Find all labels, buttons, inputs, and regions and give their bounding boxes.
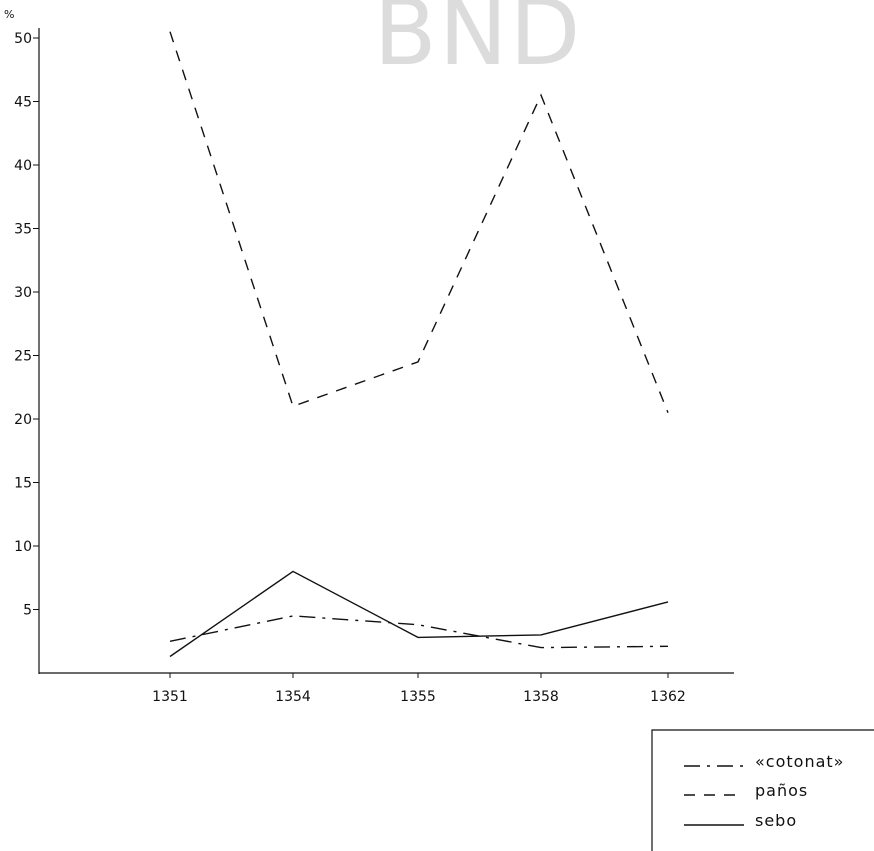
legend: «cotonat» paños sebo <box>651 729 874 851</box>
y-tick-label: 35 <box>14 222 32 238</box>
series-line-1 <box>169 31 669 413</box>
x-tick-label: 1351 <box>152 689 188 705</box>
y-tick-label: 5 <box>23 603 32 619</box>
y-axis-label: % <box>4 8 14 21</box>
y-tick-label: 50 <box>14 31 32 47</box>
x-tick-label: 1355 <box>400 689 436 705</box>
y-tick-label: 10 <box>14 539 32 555</box>
legend-label-2: sebo <box>755 811 797 830</box>
x-tick-label: 1354 <box>275 689 311 705</box>
axes: % <box>4 8 734 674</box>
y-axis-ticks: 5 10 15 20 25 30 35 40 45 50 <box>14 31 39 619</box>
legend-label-1: paños <box>755 781 808 800</box>
y-tick-label: 30 <box>14 285 32 301</box>
legend-frame <box>651 729 874 851</box>
y-tick-label: 40 <box>14 158 32 174</box>
watermark: BND <box>374 0 583 86</box>
x-tick-label: 1362 <box>650 689 686 705</box>
y-tick-label: 15 <box>14 476 32 492</box>
series-lines <box>169 31 669 658</box>
y-tick-label: 25 <box>14 349 32 365</box>
y-tick-label: 20 <box>14 412 32 428</box>
legend-label-0: «cotonat» <box>755 752 844 771</box>
series-line-2 <box>169 570 669 658</box>
x-tick-label: 1358 <box>523 689 559 705</box>
x-axis-ticks: 1351 1354 1355 1358 1362 <box>152 673 686 705</box>
y-tick-label: 45 <box>14 95 32 111</box>
